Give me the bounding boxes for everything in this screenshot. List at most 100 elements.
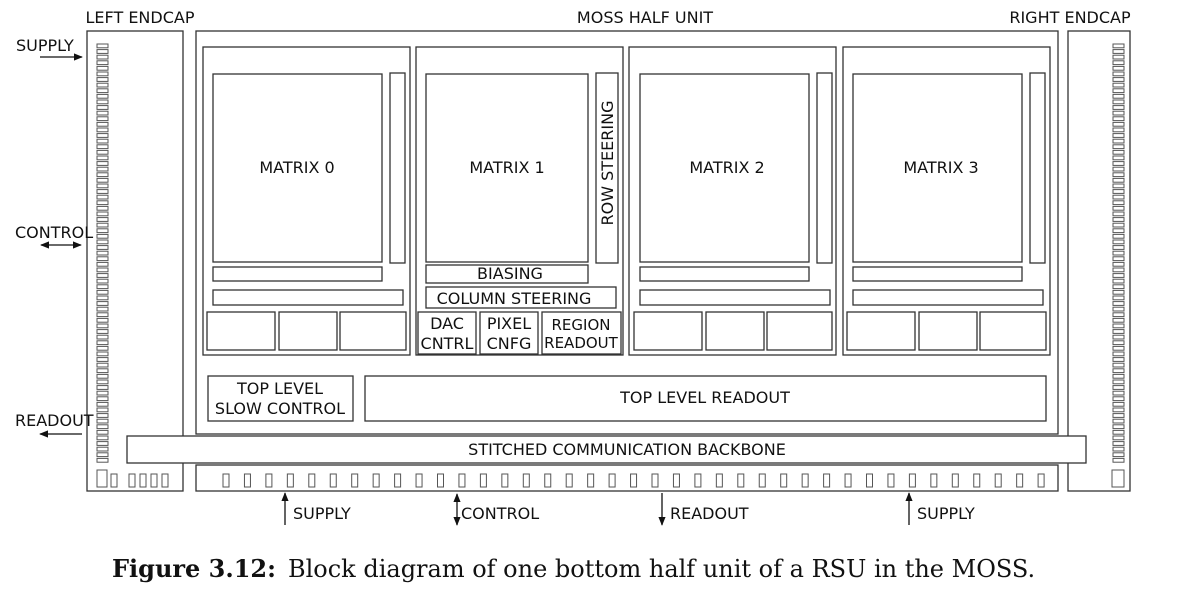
endcap-pad bbox=[96, 43, 109, 49]
bottom-pad bbox=[672, 473, 680, 488]
endcap-pad bbox=[1112, 245, 1125, 250]
endcap-pad bbox=[96, 245, 109, 250]
left-endcap-bottom-pads bbox=[110, 473, 169, 488]
bottom-pad bbox=[823, 473, 831, 488]
endcap-pad bbox=[96, 261, 109, 267]
endcap-pad bbox=[96, 323, 109, 329]
figure-caption: Figure 3.12: Block diagram of one bottom… bbox=[112, 554, 1035, 583]
endcap-pad bbox=[96, 385, 109, 390]
matrix-3 bbox=[852, 73, 1023, 263]
endcap-pad bbox=[96, 357, 109, 362]
endcap-pad bbox=[1112, 194, 1125, 200]
stitched-communication-backbone bbox=[126, 435, 1087, 464]
endcap-pad bbox=[96, 177, 109, 183]
pixel-config-block bbox=[479, 311, 539, 355]
bottom-pad bbox=[458, 473, 466, 488]
endcap-pad bbox=[96, 82, 109, 88]
moss-half-unit-label: MOSS HALF UNIT bbox=[577, 8, 713, 27]
endcap-pad bbox=[1112, 418, 1125, 424]
endcap-pad bbox=[1112, 166, 1125, 172]
endcap-pad bbox=[96, 429, 109, 435]
bottom-pads bbox=[222, 473, 1045, 488]
pixel-config-3 bbox=[918, 311, 978, 351]
endcap-pad bbox=[96, 189, 109, 194]
endcap-pad bbox=[1112, 340, 1125, 346]
endcap-pad bbox=[96, 379, 109, 385]
endcap-pad bbox=[1112, 396, 1125, 402]
endcap-bottom-pad bbox=[110, 473, 118, 488]
top-level-slow-control-label-1: TOP LEVEL bbox=[236, 379, 323, 398]
endcap-pad bbox=[96, 60, 109, 66]
endcap-pad bbox=[1112, 256, 1125, 262]
row-steering-label: ROW STEERING bbox=[598, 101, 617, 226]
endcap-pad bbox=[1112, 413, 1125, 418]
endcap-pad bbox=[96, 278, 109, 284]
bottom-supply-left-label: SUPPLY bbox=[293, 504, 351, 523]
left-readout-label: READOUT bbox=[15, 411, 94, 430]
endcap-pad bbox=[1112, 155, 1125, 161]
endcap-pad bbox=[1112, 205, 1125, 211]
endcap-pad bbox=[96, 183, 109, 189]
pixel-config-2 bbox=[705, 311, 765, 351]
endcap-pad bbox=[1112, 295, 1125, 301]
bottom-pad bbox=[587, 473, 595, 488]
endcap-pad bbox=[96, 161, 109, 166]
endcap-pad bbox=[1112, 429, 1125, 435]
bottom-pad bbox=[222, 473, 230, 488]
endcap-pad bbox=[96, 317, 109, 323]
endcap-pad bbox=[96, 138, 109, 144]
endcap-pad bbox=[1112, 250, 1125, 256]
matrix-0 bbox=[212, 73, 383, 263]
endcap-pad bbox=[96, 446, 109, 452]
region-2: MATRIX 2 bbox=[628, 46, 837, 356]
endcap-pad bbox=[1112, 407, 1125, 413]
backbone-label: STITCHED COMMUNICATION BACKBONE bbox=[468, 440, 786, 459]
bottom-control-label: CONTROL bbox=[461, 504, 539, 523]
dac-control-label-1: DAC bbox=[430, 314, 464, 333]
bottom-pad bbox=[651, 473, 659, 488]
row-steering-3 bbox=[1029, 72, 1046, 264]
endcap-pad bbox=[1112, 121, 1125, 127]
endcap-pad bbox=[96, 351, 109, 357]
endcap-pad bbox=[1112, 345, 1125, 351]
bottom-pad bbox=[951, 473, 959, 488]
endcap-pad bbox=[1112, 390, 1125, 396]
endcap-pad bbox=[96, 133, 109, 138]
column-steering-block bbox=[425, 286, 617, 309]
bottom-pad bbox=[737, 473, 745, 488]
endcap-pad bbox=[96, 273, 109, 278]
bottom-pad bbox=[243, 473, 251, 488]
endcap-pad bbox=[1112, 77, 1125, 82]
endcap-pad bbox=[96, 228, 109, 234]
endcap-pad bbox=[96, 99, 109, 105]
endcap-pad bbox=[96, 166, 109, 172]
endcap-pad bbox=[96, 401, 109, 407]
endcap-pad bbox=[96, 301, 109, 306]
biasing-0 bbox=[212, 266, 383, 282]
endcap-pad bbox=[96, 334, 109, 340]
bottom-readout-label: READOUT bbox=[670, 504, 749, 523]
endcap-pad bbox=[1112, 334, 1125, 340]
region-readout-block bbox=[541, 311, 622, 355]
bottom-pad bbox=[608, 473, 616, 488]
endcap-pad bbox=[96, 407, 109, 413]
endcap-pad bbox=[1112, 379, 1125, 385]
endcap-pad bbox=[1112, 446, 1125, 452]
bottom-pad bbox=[544, 473, 552, 488]
endcap-pad bbox=[96, 110, 109, 116]
endcap-pad bbox=[1112, 116, 1125, 122]
endcap-pad bbox=[1112, 144, 1125, 150]
endcap-pad bbox=[1112, 351, 1125, 357]
endcap-pad bbox=[96, 200, 109, 206]
bottom-pad bbox=[501, 473, 509, 488]
biasing-2 bbox=[639, 266, 810, 282]
caption-label: Figure 3.12: bbox=[112, 554, 276, 583]
matrix-1-label: MATRIX 1 bbox=[469, 158, 544, 177]
endcap-bottom-pad bbox=[128, 473, 136, 488]
row-steering-2 bbox=[816, 72, 833, 264]
top-level-slow-control bbox=[207, 375, 354, 422]
column-steering-2 bbox=[639, 289, 831, 306]
region-readout-2 bbox=[766, 311, 833, 351]
endcap-pad bbox=[1112, 289, 1125, 295]
endcap-pad bbox=[1112, 452, 1125, 458]
